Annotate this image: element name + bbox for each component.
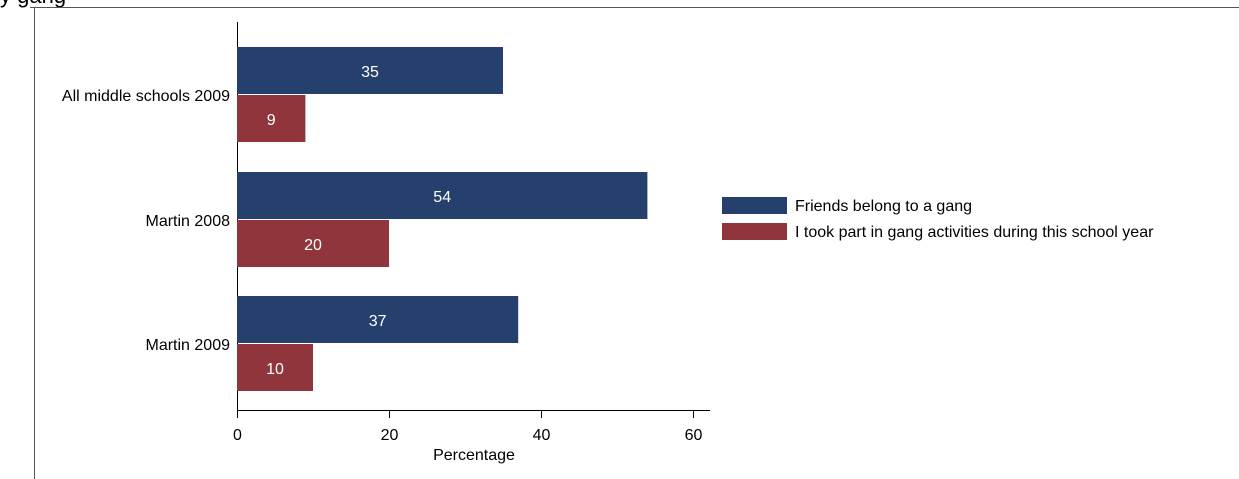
legend-swatch	[722, 223, 787, 240]
bars-group	[237, 47, 648, 391]
bar-friends-0	[237, 47, 503, 94]
x-ticks-group: 0 20 40 60	[233, 410, 703, 444]
legend-swatch	[722, 197, 787, 214]
bar-took-part-0	[237, 95, 306, 142]
category-label: All middle schools 2009	[62, 88, 230, 105]
bar-value-label: 35	[361, 64, 379, 81]
bar-friends-1	[237, 172, 648, 219]
bar-took-part-2	[237, 344, 313, 391]
bar-friends-2	[237, 296, 519, 343]
category-label: Martin 2009	[146, 337, 231, 354]
chart-title-clipped: y gang	[0, 0, 66, 9]
x-tick-label: 20	[381, 427, 399, 444]
legend-label: I took part in gang activities during th…	[795, 224, 1154, 241]
bar-labels-group: 35 9 54 20 37 10	[266, 64, 451, 378]
bar-value-label: 37	[369, 313, 387, 330]
bar-value-label: 10	[266, 361, 284, 378]
bar-took-part-1	[237, 220, 389, 267]
x-axis-label: Percentage	[433, 447, 515, 464]
legend-label: Friends belong to a gang	[795, 198, 972, 215]
x-tick-label: 40	[533, 427, 551, 444]
bar-value-label: 54	[433, 189, 451, 206]
bar-value-label: 20	[304, 237, 322, 254]
x-tick-label: 60	[685, 427, 703, 444]
legend: Friends belong to a gang I took part in g…	[722, 197, 1154, 241]
category-labels-group: All middle schools 2009 Martin 2008 Martin…	[62, 88, 230, 354]
category-label: Martin 2008	[146, 213, 231, 230]
x-tick-label: 0	[233, 427, 242, 444]
bar-value-label: 9	[267, 112, 276, 129]
